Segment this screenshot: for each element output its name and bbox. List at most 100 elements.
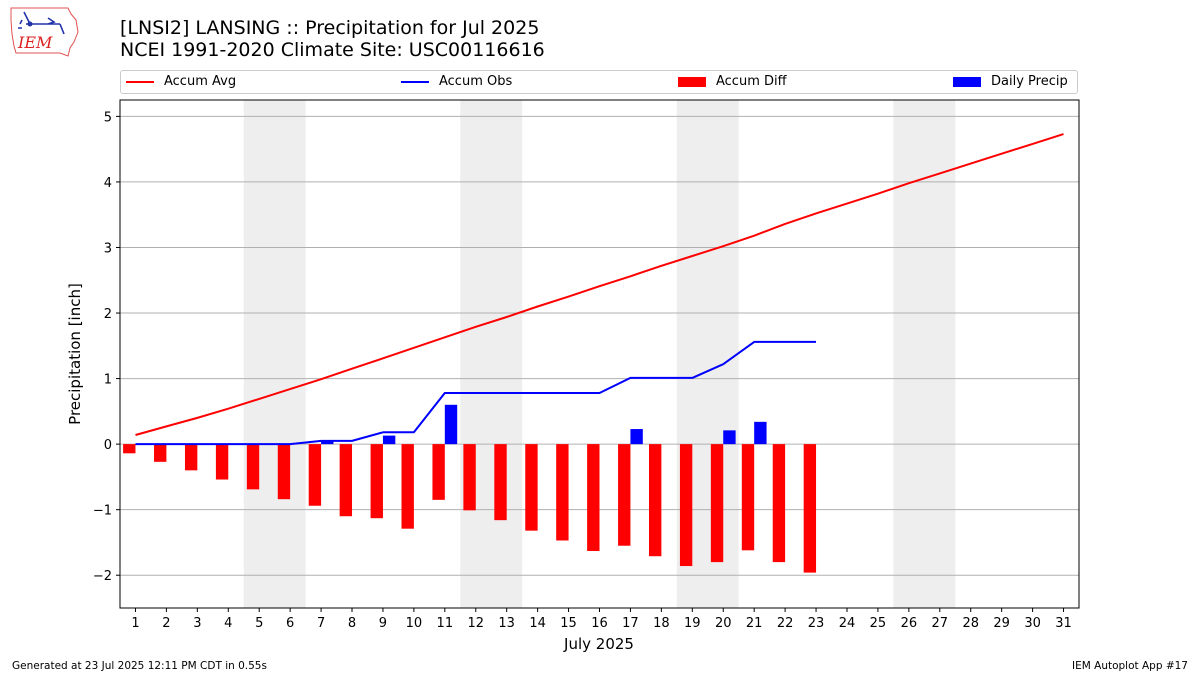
accum-diff-bar xyxy=(741,444,755,551)
x-tick-label: 16 xyxy=(591,616,608,631)
x-tick-label: 31 xyxy=(1055,616,1072,631)
accum-diff-bar xyxy=(246,444,260,490)
legend-item-accum-diff: Accum Diff xyxy=(678,74,787,89)
legend-swatch-accum-obs xyxy=(401,80,429,83)
accum-diff-bar xyxy=(123,444,136,454)
y-tick-label: 3 xyxy=(104,241,112,256)
legend-swatch-accum-diff xyxy=(678,76,706,87)
accum-diff-bar xyxy=(587,444,600,551)
weekend-shade xyxy=(243,100,306,608)
x-tick-label: 10 xyxy=(406,616,423,631)
logo-text: IEM xyxy=(17,33,53,52)
bar-series xyxy=(123,404,817,573)
x-tick-label: 23 xyxy=(808,616,825,631)
iem-logo: IEM xyxy=(10,7,79,57)
x-tick-label: 7 xyxy=(317,616,325,631)
accum-avg-line xyxy=(135,133,1064,436)
accum-diff-bar xyxy=(339,444,353,517)
accum-diff-bar xyxy=(277,444,291,500)
y-tick-label: −2 xyxy=(93,569,112,584)
accum-diff-bar xyxy=(370,444,383,519)
daily-precip-bar xyxy=(321,440,334,445)
x-tick-label: 3 xyxy=(193,616,201,631)
legend-item-accum-avg: Accum Avg xyxy=(126,74,236,89)
legend-item-accum-obs: Accum Obs xyxy=(401,74,512,89)
x-tick-label: 6 xyxy=(286,616,294,631)
weekend-shading xyxy=(243,100,956,608)
chart-subtitle: NCEI 1991-2020 Climate Site: USC00116616 xyxy=(120,39,545,61)
x-tick-label: 14 xyxy=(529,616,546,631)
x-tick-label: 1 xyxy=(131,616,139,631)
weekend-shade xyxy=(460,100,523,608)
x-tick-label: 9 xyxy=(379,616,387,631)
accum-diff-bar xyxy=(184,444,198,471)
chart-title: [LNSI2] LANSING :: Precipitation for Jul… xyxy=(120,17,540,39)
accum-diff-bar xyxy=(679,444,693,567)
daily-precip-bar xyxy=(444,404,458,445)
legend-label-daily-precip: Daily Precip xyxy=(991,74,1068,89)
accum-diff-bar xyxy=(432,444,445,500)
x-tick-label: 26 xyxy=(901,616,918,631)
accum-diff-bar xyxy=(215,444,229,480)
accum-diff-bar xyxy=(556,444,569,541)
accum-diff-bar xyxy=(772,444,786,563)
y-tick-label: 0 xyxy=(104,438,112,453)
x-tick-label: 13 xyxy=(498,616,515,631)
x-tick-label: 20 xyxy=(715,616,732,631)
x-tick-label: 27 xyxy=(932,616,949,631)
x-tick-label: 8 xyxy=(348,616,356,631)
weekend-shade xyxy=(893,100,956,608)
y-tick-label: 2 xyxy=(104,307,112,322)
daily-precip-bar xyxy=(630,429,643,445)
x-tick-label: 15 xyxy=(560,616,577,631)
legend-label-accum-obs: Accum Obs xyxy=(439,74,513,89)
x-tick-label: 11 xyxy=(437,616,454,631)
accum-obs-line xyxy=(135,340,816,446)
y-axis-label: Precipitation [inch] xyxy=(66,283,84,425)
accum-diff-bar xyxy=(648,444,662,557)
legend-swatch-daily-precip xyxy=(953,76,981,87)
axes xyxy=(116,99,1080,612)
x-tick-label: 5 xyxy=(255,616,263,631)
accum-diff-bar xyxy=(618,444,631,546)
x-tick-label: 18 xyxy=(653,616,670,631)
accum-diff-bar xyxy=(308,444,322,506)
x-tick-label: 30 xyxy=(1024,616,1041,631)
x-tick-label: 12 xyxy=(467,616,484,631)
legend-item-daily-precip: Daily Precip xyxy=(953,74,1068,89)
x-tick-label: 25 xyxy=(870,616,887,631)
weather-station-icon xyxy=(18,11,65,35)
legend-swatch-accum-avg xyxy=(126,80,154,83)
x-tick-label: 4 xyxy=(224,616,232,631)
plot-frame xyxy=(119,99,1080,609)
x-tick-label: 24 xyxy=(839,616,856,631)
footer-generated-text: Generated at 23 Jul 2025 12:11 PM CDT in… xyxy=(12,660,267,672)
y-tick-label: 1 xyxy=(104,373,112,388)
legend-label-accum-avg: Accum Avg xyxy=(164,74,237,89)
x-tick-label: 2 xyxy=(162,616,170,631)
x-tick-label: 21 xyxy=(746,616,763,631)
accum-diff-bar xyxy=(463,444,476,511)
x-axis-label: July 2025 xyxy=(563,635,634,653)
accum-diff-bar xyxy=(154,444,167,462)
footer-app-text: IEM Autoplot App #17 xyxy=(1072,660,1188,672)
x-tick-label: 22 xyxy=(777,616,794,631)
accum-diff-bar xyxy=(494,444,507,521)
iowa-outline-icon xyxy=(10,7,79,57)
accum-diff-bar xyxy=(803,444,817,573)
y-tick-label: −1 xyxy=(93,504,112,519)
x-tick-label: 28 xyxy=(962,616,979,631)
x-tick-label: 17 xyxy=(622,616,639,631)
daily-precip-bar xyxy=(754,421,767,445)
accum-diff-bar xyxy=(525,444,538,531)
accum-diff-bar xyxy=(710,444,724,563)
y-tick-label: 4 xyxy=(104,176,112,191)
daily-precip-bar xyxy=(382,435,396,445)
x-tick-label: 29 xyxy=(993,616,1010,631)
line-series xyxy=(135,133,1064,446)
y-tick-label: 5 xyxy=(104,110,112,125)
legend-label-accum-diff: Accum Diff xyxy=(716,74,787,89)
chart-legend: Accum Avg Accum Obs Accum Diff Daily Pre… xyxy=(120,70,1078,94)
x-tick-label: 19 xyxy=(684,616,701,631)
